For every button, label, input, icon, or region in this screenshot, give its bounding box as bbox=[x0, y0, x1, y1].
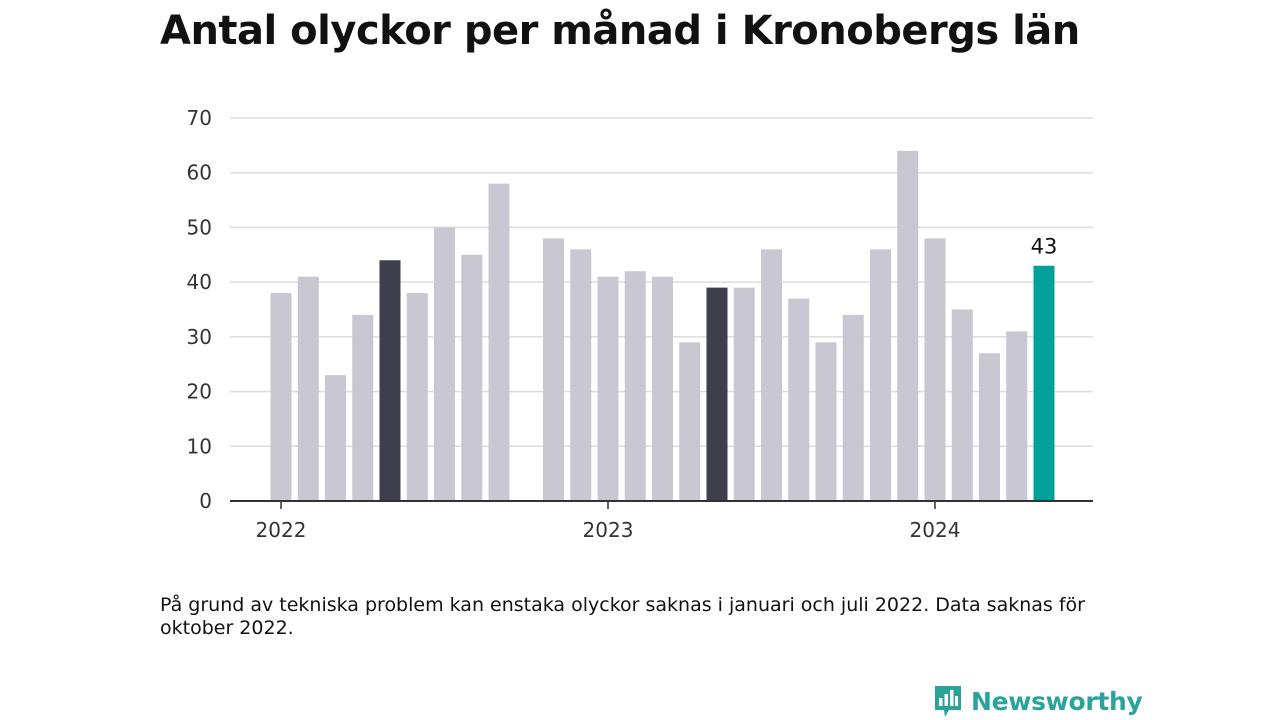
bar-2023-05 bbox=[706, 287, 728, 501]
brand-logo[interactable]: Newsworthy bbox=[933, 682, 1143, 720]
bar-2024-02 bbox=[951, 309, 973, 501]
y-tick-label-20: 20 bbox=[187, 380, 212, 404]
bar-2022-03 bbox=[325, 375, 346, 501]
bar-2022-05 bbox=[379, 260, 401, 501]
y-tick-label-10: 10 bbox=[187, 434, 212, 458]
bar-2023-12 bbox=[897, 150, 919, 502]
x-tick-label-2024: 2024 bbox=[910, 518, 961, 542]
x-tick-label-2022: 2022 bbox=[256, 518, 307, 542]
newsworthy-logo-icon bbox=[935, 686, 961, 717]
bar-2024-01 bbox=[924, 238, 946, 501]
data-label-2024-05: 43 bbox=[1031, 235, 1058, 259]
chart-title: Antal olyckor per månad i Kronobergs län bbox=[160, 8, 1080, 54]
bar-2023-02 bbox=[624, 271, 646, 501]
bar-2024-03 bbox=[979, 353, 1000, 501]
bar-2022-02 bbox=[297, 276, 319, 501]
bar-2023-09 bbox=[815, 342, 837, 501]
y-tick-label-70: 70 bbox=[187, 106, 212, 130]
bar-2023-08 bbox=[788, 298, 810, 501]
bar-2022-04 bbox=[352, 314, 374, 501]
bar-2023-03 bbox=[652, 276, 673, 501]
bar-2023-11 bbox=[870, 249, 891, 501]
bar-2024-04 bbox=[1006, 331, 1028, 501]
y-tick-label-60: 60 bbox=[187, 161, 212, 185]
bar-2022-08 bbox=[461, 254, 483, 501]
bar-2023-01 bbox=[597, 276, 619, 501]
bar-2022-11 bbox=[543, 238, 564, 501]
bar-2023-04 bbox=[679, 342, 701, 501]
bar-2023-07 bbox=[761, 249, 782, 501]
bar-2024-05 bbox=[1033, 265, 1055, 501]
bar-2022-07 bbox=[434, 227, 455, 501]
y-tick-label-30: 30 bbox=[187, 325, 212, 349]
chart-footnote: På grund av tekniska problem kan enstaka… bbox=[160, 594, 1085, 639]
bar-2022-12 bbox=[570, 249, 592, 501]
y-tick-label-40: 40 bbox=[187, 270, 212, 294]
y-tick-label-0: 0 bbox=[199, 489, 212, 513]
bar-2022-06 bbox=[406, 293, 428, 501]
bar-2023-10 bbox=[842, 314, 864, 501]
y-tick-label-50: 50 bbox=[187, 215, 212, 239]
bar-2022-09 bbox=[488, 183, 510, 501]
bar-2022-01 bbox=[270, 293, 292, 501]
bar-2023-06 bbox=[733, 287, 755, 501]
x-tick-label-2023: 2023 bbox=[583, 518, 634, 542]
brand-name: Newsworthy bbox=[971, 686, 1143, 716]
